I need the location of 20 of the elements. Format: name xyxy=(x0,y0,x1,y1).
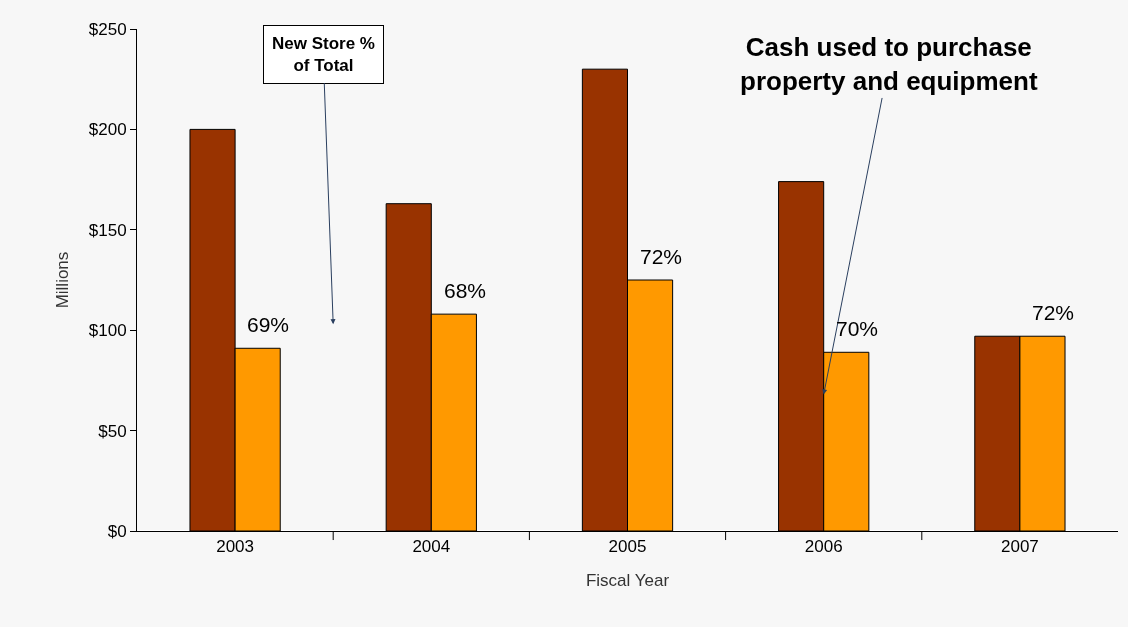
x-axis-title: Fiscal Year xyxy=(585,570,670,590)
annotation: 72% xyxy=(1032,301,1075,324)
annotation: 69% xyxy=(247,313,290,336)
annotation: 68% xyxy=(444,279,487,302)
x-tick-label: 2005 xyxy=(608,537,647,557)
annotation: 70% xyxy=(836,317,879,340)
x-tick-label: 2003 xyxy=(216,537,255,557)
y-tick-label: $0 xyxy=(107,521,127,541)
y-tick-label: $150 xyxy=(88,220,127,240)
annotation: Cash used to purchase property and equipment xyxy=(740,32,1038,96)
y-axis-title: Millions xyxy=(53,251,73,309)
x-tick-label: 2004 xyxy=(412,537,451,557)
y-tick-label: $50 xyxy=(98,421,127,441)
y-tick-label: $200 xyxy=(88,120,127,140)
x-tick-label: 2007 xyxy=(1000,537,1039,557)
annotation: New Store % of Total xyxy=(272,34,375,76)
y-tick-label: $250 xyxy=(88,19,127,39)
x-tick-label: 2006 xyxy=(804,537,843,557)
y-tick-label: $100 xyxy=(88,321,127,341)
annotation: 72% xyxy=(640,245,683,268)
